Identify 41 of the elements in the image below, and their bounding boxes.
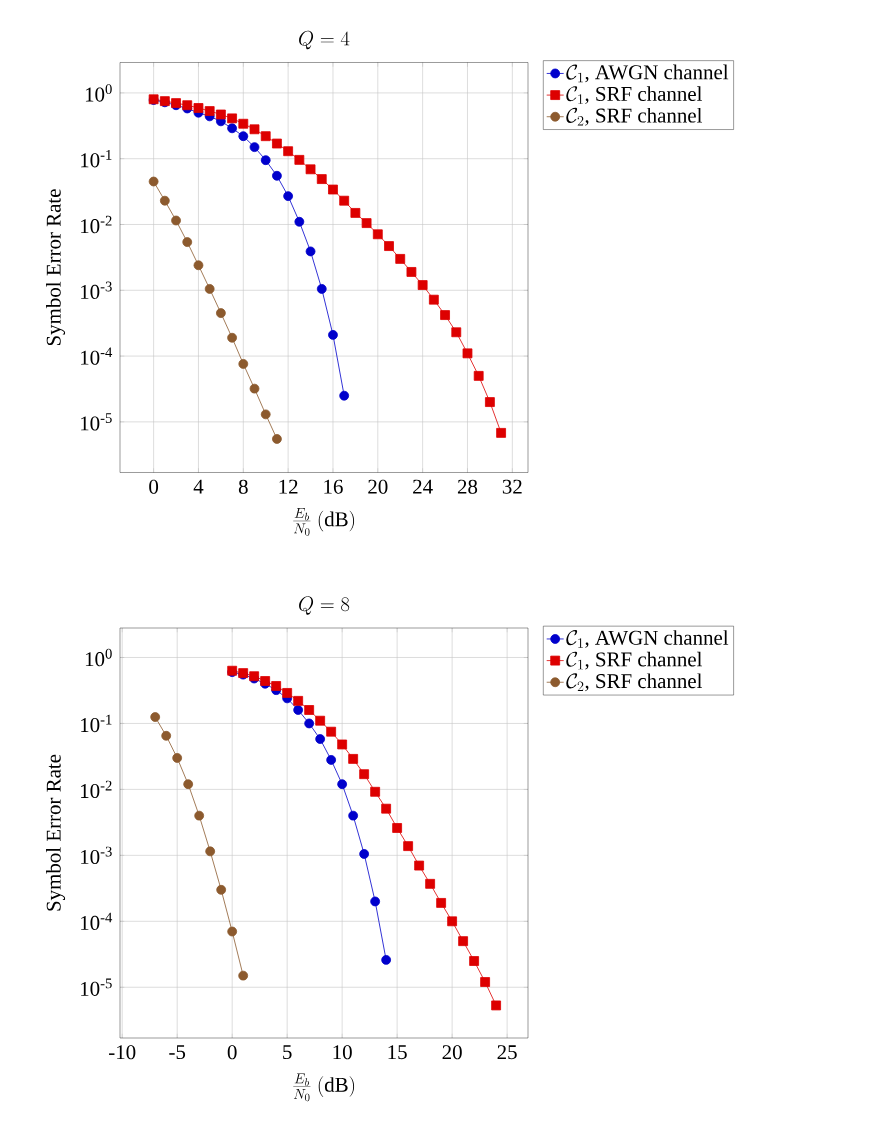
legend-label: $\mathcal{C}_2\mbox{, SRF channel}$ <box>566 673 703 692</box>
x-tick-label: -10 <box>109 1045 136 1060</box>
x-tick-label: -5 <box>169 1045 186 1060</box>
y-tick-label: 10$^{-4}$ <box>81 912 113 930</box>
chart-title: $Q = 8$ <box>299 596 350 615</box>
x-tick-label: 15 <box>388 1045 407 1060</box>
x-tick-label: 25 <box>497 1045 517 1060</box>
y-tick-label: 10$^{0}$ <box>85 84 112 102</box>
x-tick-label: 5 <box>283 1045 292 1060</box>
y-tick-label: 10$^{-2}$ <box>81 215 112 234</box>
x-tick-label: 0 <box>149 479 159 494</box>
legend-label: $\mathcal{C}_1\mbox{, AWGN channel}$ <box>566 630 729 648</box>
x-axis-title: $\frac{E_b}{N_0}\ (\mathrm{dB})$ <box>293 1073 355 1102</box>
y-axis-title: Symbol Error Rate <box>46 754 66 911</box>
y-tick-label: 10$^{-1}$ <box>81 150 112 168</box>
y-tick-label: 10$^{0}$ <box>85 648 112 667</box>
y-tick-label: 10$^{-1}$ <box>81 714 112 733</box>
legend-label: $\mathcal{C}_2\mbox{, SRF channel}$ <box>566 107 703 126</box>
y-tick-label: 10$^{-2}$ <box>81 780 112 799</box>
legend-label: $\mathcal{C}_1\mbox{, AWGN channel}$ <box>566 64 729 83</box>
x-tick-label: 28 <box>457 479 478 494</box>
x-tick-label: 10 <box>333 1045 352 1060</box>
x-tick-label: 4 <box>193 479 204 494</box>
x-tick-label: 16 <box>324 479 343 494</box>
y-axis-title: Symbol Error Rate <box>46 189 66 346</box>
y-tick-label: 10$^{-5}$ <box>81 978 112 996</box>
x-tick-label: 20 <box>368 479 388 494</box>
x-tick-label: 12 <box>279 479 298 494</box>
y-tick-label: 10$^{-5}$ <box>81 413 112 431</box>
x-tick-label: 8 <box>238 479 248 494</box>
y-tick-label: 10$^{-3}$ <box>81 846 112 865</box>
x-tick-label: 24 <box>413 479 433 494</box>
y-tick-label: 10$^{-4}$ <box>81 347 113 365</box>
x-tick-label: 32 <box>502 479 522 494</box>
x-axis-title: $\frac{E_b}{N_0}\ (\mathrm{dB})$ <box>293 507 355 536</box>
x-tick-label: 0 <box>227 1045 237 1060</box>
legend-label: $\mathcal{C}_1\mbox{, SRF channel}$ <box>566 86 703 104</box>
legend-label: $\mathcal{C}_1\mbox{, SRF channel}$ <box>566 651 703 670</box>
chart-title: $Q = 4$ <box>299 30 350 50</box>
y-tick-label: 10$^{-3}$ <box>81 281 112 299</box>
x-tick-label: 20 <box>442 1045 462 1060</box>
